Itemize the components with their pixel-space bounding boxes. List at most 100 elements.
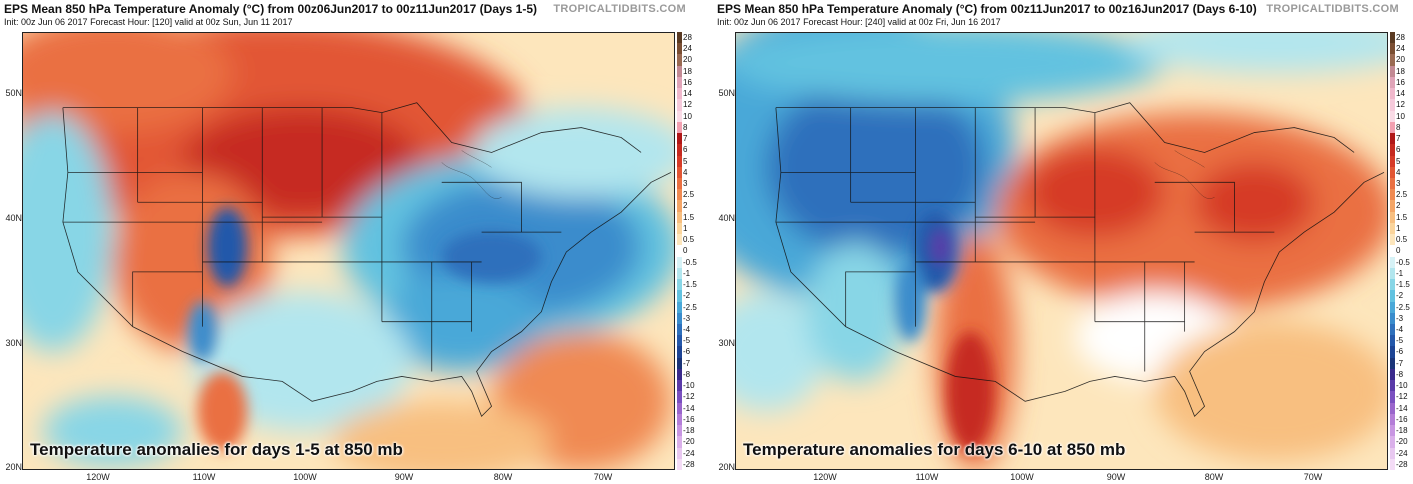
colorbar-swatch: [1390, 121, 1395, 134]
colorbar-swatch: [677, 290, 682, 302]
colorbar-step: 2.5: [1389, 189, 1413, 201]
colorbar-label: 14: [683, 89, 692, 99]
colorbar-swatch: [1390, 245, 1395, 257]
lat-label-40n: 40N: [5, 213, 22, 223]
colorbar-label: 24: [683, 44, 692, 54]
colorbar-swatch: [677, 211, 682, 223]
lon-label-70w: 70W: [1303, 472, 1323, 482]
colorbar-step: -6: [676, 346, 700, 358]
colorbar-swatch: [1390, 391, 1395, 403]
colorbar-swatch: [677, 413, 682, 426]
colorbar-swatch: [677, 391, 682, 403]
colorbar-label: 24: [1396, 44, 1405, 54]
colorbar-swatch: [677, 267, 682, 280]
colorbar-swatch: [677, 380, 682, 392]
colorbar-step: 6: [676, 144, 700, 156]
colorbar-label: -7: [683, 358, 691, 368]
colorbar-swatch: [1390, 99, 1395, 111]
colorbar-label: 8: [1396, 122, 1401, 132]
colorbar-label: 10: [1396, 111, 1405, 121]
colorbar-swatch: [677, 234, 682, 246]
colorbar-swatch: [1390, 368, 1395, 381]
colorbar-swatch: [1390, 43, 1395, 55]
panel-title: EPS Mean 850 hPa Temperature Anomaly (°C…: [717, 2, 1257, 16]
colorbar-swatch: [677, 279, 682, 291]
colorbar-label: -1: [683, 268, 691, 278]
colorbar-swatch: [1390, 380, 1395, 392]
colorbar-step: 1.5: [676, 211, 700, 223]
colorbar-step: -6: [1389, 346, 1413, 358]
colorbar-step: 0.5: [676, 234, 700, 246]
colorbar-label: -10: [683, 381, 695, 391]
colorbar-swatch: [1390, 357, 1395, 369]
colorbar-step: 7: [1389, 133, 1413, 145]
colorbar-swatch: [677, 43, 682, 55]
brand-watermark: TROPICALTIDBITS.COM: [1266, 3, 1399, 15]
colorbar-step: -1.5: [676, 279, 700, 291]
colorbar-label: 12: [1396, 100, 1405, 110]
colorbar-step: 10: [1389, 110, 1413, 122]
colorbar-step: -5: [1389, 335, 1413, 347]
colorbar-step: -18: [1389, 425, 1413, 437]
lat-label-40n: 40N: [718, 213, 735, 223]
colorbar-step: 8: [1389, 121, 1413, 134]
colorbar-label: -1.5: [1396, 280, 1410, 290]
colorbar-label: 20: [683, 55, 692, 65]
colorbar-swatch: [677, 368, 682, 381]
colorbar-swatch: [1390, 346, 1395, 358]
lon-label-80w: 80W: [1204, 472, 1224, 482]
colorbar-label: -2: [1396, 291, 1404, 301]
colorbar-swatch: [1390, 458, 1395, 470]
colorbar-step: 2.5: [676, 189, 700, 201]
colorbar-step: 12: [676, 99, 700, 111]
lon-label-70w: 70W: [593, 472, 613, 482]
colorbar-swatch: [1390, 256, 1395, 268]
colorbar-label: -12: [1396, 392, 1408, 402]
colorbar-label: -20: [1396, 437, 1408, 447]
colorbar-step: 0: [676, 245, 700, 257]
colorbar-label: 14: [1396, 89, 1405, 99]
colorbar-label: -16: [683, 414, 695, 424]
colorbar-label: -24: [1396, 448, 1408, 458]
colorbar-step: -7: [1389, 357, 1413, 369]
colorbar-swatch: [1390, 88, 1395, 100]
colorbar-label: 7: [1396, 134, 1401, 144]
colorbar-step: -1: [1389, 267, 1413, 280]
colorbar-label: 0.5: [1396, 235, 1408, 245]
overlay-caption: Temperature anomalies for days 6-10 at 8…: [743, 440, 1126, 459]
colorbar-step: -18: [676, 425, 700, 437]
colorbar-swatch: [677, 346, 682, 358]
lat-label-20n: 20N: [5, 462, 22, 472]
colorbar-label: -3: [683, 313, 691, 323]
colorbar-label: -2.5: [1396, 302, 1410, 312]
colorbar-legend: 28 24 20 18 16 14 12 10 8 7 6 5 4 3 2.5 2 1.5 1 0.5 0 -0.5 -1…: [1389, 32, 1413, 470]
lat-label-50n: 50N: [718, 88, 735, 98]
colorbar-label: -0.5: [683, 257, 697, 267]
colorbar-swatch: [677, 357, 682, 369]
colorbar-swatch: [677, 99, 682, 111]
colorbar-swatch: [1390, 76, 1395, 89]
colorbar-swatch: [677, 425, 682, 437]
lat-label-50n: 50N: [5, 88, 22, 98]
brand-watermark: TROPICALTIDBITS.COM: [553, 3, 686, 15]
colorbar-swatch: [677, 335, 682, 347]
overlay-caption: Temperature anomalies for days 1-5 at 85…: [30, 440, 403, 459]
colorbar-label: -1.5: [683, 280, 697, 290]
map-panel-days-1-5: EPS Mean 850 hPa Temperature Anomaly (°C…: [0, 0, 700, 484]
colorbar-step: -10: [1389, 380, 1413, 392]
colorbar-label: 1: [683, 223, 688, 233]
colorbar-label: 3: [683, 179, 688, 188]
colorbar-swatch: [1390, 211, 1395, 223]
lat-label-30n: 30N: [718, 338, 735, 348]
colorbar-label: -6: [1396, 347, 1404, 357]
colorbar-label: -3: [1396, 313, 1404, 323]
colorbar-step: -2: [1389, 290, 1413, 302]
colorbar-label: 2: [1396, 201, 1401, 211]
anomaly-map: [735, 32, 1388, 470]
lon-label-120w: 120W: [813, 472, 837, 482]
colorbar-swatch: [677, 402, 682, 414]
colorbar-step: 4: [676, 166, 700, 178]
colorbar-step: -7: [676, 357, 700, 369]
colorbar-step: -1.5: [1389, 279, 1413, 291]
colorbar-label: 4: [683, 167, 688, 177]
